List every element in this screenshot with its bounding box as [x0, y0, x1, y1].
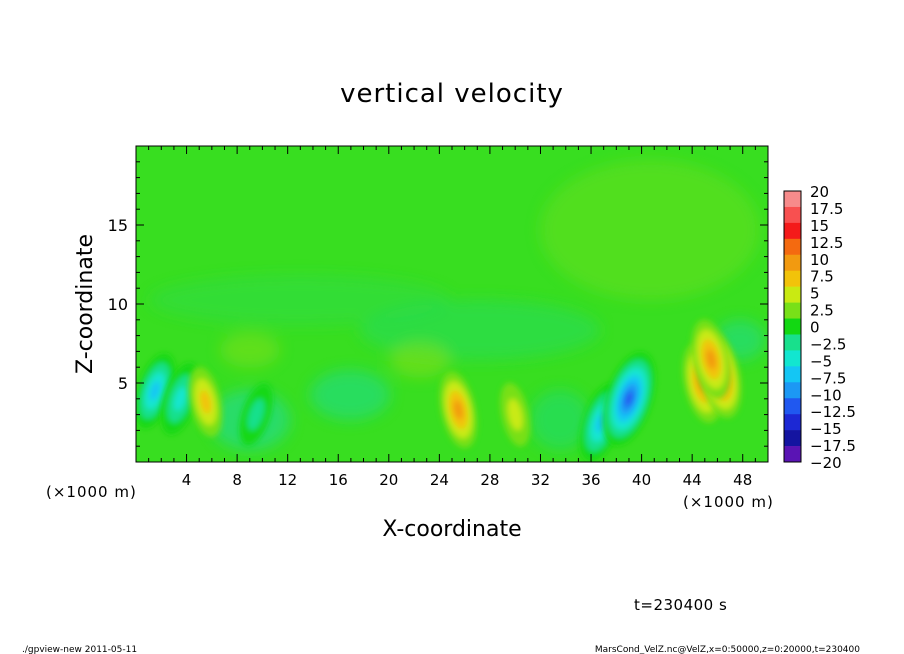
feature-level	[706, 349, 716, 370]
colorbar: 2017.51512.5107.552.50−2.5−5−7.5−10−12.5…	[783, 183, 856, 472]
colorbar-swatch	[784, 318, 801, 335]
colorbar-label: 20	[810, 183, 829, 201]
colorbar-swatch	[784, 382, 801, 399]
colorbar-label: 10	[810, 251, 829, 269]
x-tick-label: 48	[733, 471, 752, 489]
x-tick-label: 28	[480, 471, 499, 489]
colorbar-swatch	[784, 238, 801, 256]
heatmap-feature	[439, 371, 477, 448]
plot-area	[135, 145, 769, 463]
colorbar-label: −5	[810, 352, 832, 370]
feature-level	[173, 386, 187, 411]
colorbar-swatch	[784, 350, 801, 367]
colorbar-swatch	[784, 302, 801, 319]
heatmap-feature	[691, 319, 731, 399]
colorbar-swatch	[784, 191, 801, 208]
feature-level	[149, 381, 161, 401]
colorbar-swatch	[784, 430, 801, 447]
heatmap-feature	[602, 352, 656, 446]
feature-level	[247, 399, 265, 431]
source-footer: MarsCond_VelZ.nc@VelZ,x=0:50000,z=0:2000…	[595, 645, 860, 654]
x-tick-label: 24	[430, 471, 449, 489]
y-tick-label: 5	[118, 374, 128, 393]
chart-title: vertical velocity	[340, 79, 564, 109]
field-background	[150, 160, 765, 450]
feature-level	[453, 400, 463, 420]
x-tick-label: 44	[683, 471, 702, 489]
x-tick-label: 4	[182, 471, 192, 489]
colorbar-swatch	[784, 206, 801, 224]
x-tick-label: 8	[232, 471, 242, 489]
heatmap-feature	[500, 382, 531, 447]
colorbar-swatch	[784, 398, 801, 415]
colorbar-swatch	[784, 334, 801, 351]
colorbar-label: 5	[810, 285, 820, 303]
colorbar-label: 12.5	[810, 234, 843, 252]
colorbar-swatch	[784, 286, 801, 303]
feature-level	[199, 390, 212, 414]
x-unit-label-right: (×1000 m)	[683, 493, 774, 511]
colorbar-swatch	[784, 446, 801, 463]
colorbar-swatch	[784, 270, 801, 287]
colorbar-label: −15	[810, 420, 842, 438]
colorbar-label: −17.5	[810, 437, 856, 455]
feature-level	[507, 398, 523, 431]
x-tick-label: 12	[278, 471, 297, 489]
colorbar-label: 0	[810, 319, 820, 337]
colorbar-label: −2.5	[810, 335, 846, 353]
x-tick-label: 40	[632, 471, 651, 489]
colorbar-label: 2.5	[810, 302, 834, 320]
colorbar-swatch	[784, 366, 801, 383]
colorbar-label: −20	[810, 454, 842, 472]
x-unit-label-left: (×1000 m)	[46, 483, 137, 501]
colorbar-swatch	[784, 222, 801, 240]
x-tick-label: 32	[531, 471, 550, 489]
colorbar-label: 17.5	[810, 200, 843, 218]
x-tick-label: 16	[329, 471, 348, 489]
x-tick-label: 20	[379, 471, 398, 489]
heatmap-feature	[239, 383, 273, 446]
colorbar-label: −7.5	[810, 369, 846, 387]
y-axis-title: Z-coordinate	[73, 234, 98, 374]
colorbar-label: 7.5	[810, 268, 834, 286]
y-tick-label: 15	[108, 216, 128, 235]
colorbar-swatch	[784, 414, 801, 431]
heatmap-features	[136, 319, 742, 462]
feature-level	[624, 391, 634, 407]
colorbar-label: −10	[810, 386, 842, 404]
time-annotation: t=230400 s	[634, 596, 727, 614]
colorbar-label: −12.5	[810, 403, 856, 421]
colorbar-swatch	[784, 254, 801, 271]
x-axis-title: X-coordinate	[382, 517, 521, 542]
heatmap-feature	[188, 366, 223, 437]
y-tick-label: 10	[108, 295, 128, 314]
colorbar-frame	[783, 190, 802, 463]
program-footer: ./gpview-new 2011-05-11	[22, 645, 137, 654]
colorbar-label: 15	[810, 217, 829, 235]
x-tick-label: 36	[581, 471, 600, 489]
